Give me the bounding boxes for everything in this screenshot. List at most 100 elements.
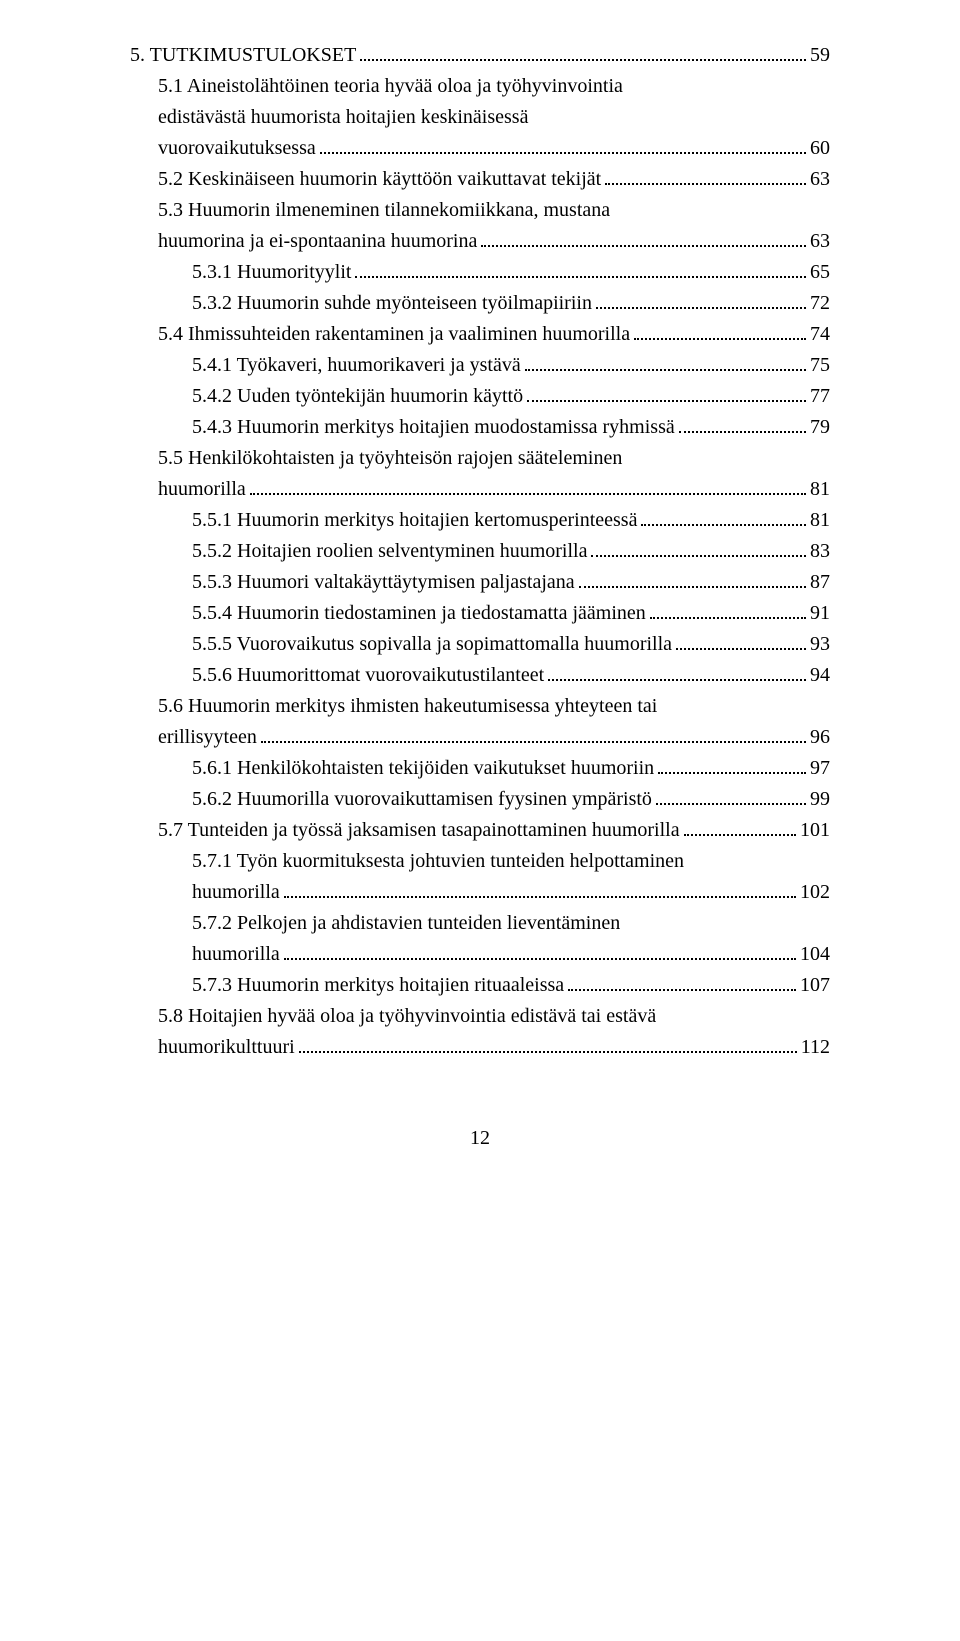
toc-leader-dots bbox=[596, 289, 806, 309]
toc-leader-dots bbox=[360, 41, 806, 61]
toc-page-number: 91 bbox=[810, 598, 830, 629]
toc-entry: 5.3.2 Huumorin suhde myönteiseen työilma… bbox=[130, 288, 830, 319]
toc-entry-text: huumorina ja ei-spontaanina huumorina bbox=[158, 226, 477, 257]
toc-entry-text: huumorikulttuuri bbox=[158, 1032, 295, 1063]
toc-entry: 5.4.1 Työkaveri, huumorikaveri ja ystävä… bbox=[130, 350, 830, 381]
toc-page-number: 99 bbox=[810, 784, 830, 815]
toc-leader-dots bbox=[481, 227, 806, 247]
toc-entry-text: 5.2 Keskinäiseen huumorin käyttöön vaiku… bbox=[158, 164, 601, 195]
toc-entry: 5.5.2 Hoitajien roolien selventyminen hu… bbox=[130, 536, 830, 567]
toc-page-number: 63 bbox=[810, 164, 830, 195]
toc-entry-continuation: huumorina ja ei-spontaanina huumorina 63 bbox=[130, 226, 830, 257]
toc-entry-text: 5.5.2 Hoitajien roolien selventyminen hu… bbox=[192, 536, 587, 567]
toc-entry: 5.6.2 Huumorilla vuorovaikuttamisen fyys… bbox=[130, 784, 830, 815]
toc-entry-text: 5. TUTKIMUSTULOKSET bbox=[130, 40, 356, 71]
toc-entry: 5. TUTKIMUSTULOKSET59 bbox=[130, 40, 830, 71]
toc-leader-dots bbox=[656, 785, 806, 805]
toc-entry-text: 5.5.4 Huumorin tiedostaminen ja tiedosta… bbox=[192, 598, 646, 629]
toc-leader-dots bbox=[284, 878, 796, 898]
toc-entry-text: 5.4.3 Huumorin merkitys hoitajien muodos… bbox=[192, 412, 675, 443]
toc-entry-continuation: erillisyyteen96 bbox=[130, 722, 830, 753]
page-number: 12 bbox=[130, 1123, 830, 1154]
toc-entry-text: 5.5.3 Huumori valtakäyttäytymisen paljas… bbox=[192, 567, 575, 598]
toc-page-number: 107 bbox=[800, 970, 830, 1001]
toc-page-number: 94 bbox=[810, 660, 830, 691]
toc-page-number: 93 bbox=[810, 629, 830, 660]
toc-entry: 5.5.6 Huumorittomat vuorovaikutustilante… bbox=[130, 660, 830, 691]
toc-entry-text: vuorovaikutuksessa bbox=[158, 133, 316, 164]
toc-entry: 5.5.5 Vuorovaikutus sopivalla ja sopimat… bbox=[130, 629, 830, 660]
toc-leader-dots bbox=[650, 599, 806, 619]
toc-entry-continuation: huumorilla 102 bbox=[130, 877, 830, 908]
toc-leader-dots bbox=[261, 723, 806, 743]
toc-entry-text: 5.4.2 Uuden työntekijän huumorin käyttö bbox=[192, 381, 523, 412]
toc-leader-dots bbox=[525, 351, 806, 371]
toc-page-number: 72 bbox=[810, 288, 830, 319]
toc-entry: 5.1 Aineistolähtöinen teoria hyvää oloa … bbox=[130, 71, 830, 102]
toc-leader-dots bbox=[658, 754, 806, 774]
toc-leader-dots bbox=[527, 382, 806, 402]
toc-entry-text: 5.4.1 Työkaveri, huumorikaveri ja ystävä bbox=[192, 350, 521, 381]
toc-page-number: 63 bbox=[810, 226, 830, 257]
toc-page-number: 97 bbox=[810, 753, 830, 784]
toc-entry-text: huumorilla bbox=[158, 474, 246, 505]
toc-leader-dots bbox=[641, 506, 806, 526]
toc-leader-dots bbox=[591, 537, 806, 557]
toc-page-number: 81 bbox=[810, 474, 830, 505]
table-of-contents: 5. TUTKIMUSTULOKSET595.1 Aineistolähtöin… bbox=[130, 40, 830, 1063]
toc-entry: 5.6.1 Henkilökohtaisten tekijöiden vaiku… bbox=[130, 753, 830, 784]
toc-page-number: 102 bbox=[800, 877, 830, 908]
toc-page-number: 79 bbox=[810, 412, 830, 443]
toc-entry: 5.6 Huumorin merkitys ihmisten hakeutumi… bbox=[130, 691, 830, 722]
toc-entry: 5.7 Tunteiden ja työssä jaksamisen tasap… bbox=[130, 815, 830, 846]
toc-entry-text: 5.3.2 Huumorin suhde myönteiseen työilma… bbox=[192, 288, 592, 319]
toc-leader-dots bbox=[250, 475, 806, 495]
toc-page-number: 60 bbox=[810, 133, 830, 164]
toc-entry: 5.3.1 Huumorityylit 65 bbox=[130, 257, 830, 288]
toc-page-number: 104 bbox=[800, 939, 830, 970]
toc-entry-text: huumorilla bbox=[192, 939, 280, 970]
toc-entry-text: 5.5.6 Huumorittomat vuorovaikutustilante… bbox=[192, 660, 544, 691]
toc-page-number: 65 bbox=[810, 257, 830, 288]
toc-page-number: 75 bbox=[810, 350, 830, 381]
toc-page-number: 74 bbox=[810, 319, 830, 350]
toc-leader-dots bbox=[568, 971, 796, 991]
toc-page-number: 87 bbox=[810, 567, 830, 598]
toc-entry-text: 5.5 Henkilökohtaisten ja työyhteisön raj… bbox=[158, 443, 622, 474]
toc-entry: 5.4.2 Uuden työntekijän huumorin käyttö 7… bbox=[130, 381, 830, 412]
toc-page-number: 81 bbox=[810, 505, 830, 536]
toc-entry: 5.7.2 Pelkojen ja ahdistavien tunteiden … bbox=[130, 908, 830, 939]
toc-entry-text: 5.6.2 Huumorilla vuorovaikuttamisen fyys… bbox=[192, 784, 652, 815]
toc-page-number: 77 bbox=[810, 381, 830, 412]
toc-leader-dots bbox=[548, 661, 806, 681]
toc-page-number: 83 bbox=[810, 536, 830, 567]
toc-entry: 5.4 Ihmissuhteiden rakentaminen ja vaali… bbox=[130, 319, 830, 350]
toc-entry-text: huumorilla bbox=[192, 877, 280, 908]
toc-entry-continuation: edistävästä huumorista hoitajien keskinä… bbox=[130, 102, 830, 133]
toc-entry: 5.8 Hoitajien hyvää oloa ja työhyvinvoin… bbox=[130, 1001, 830, 1032]
toc-entry: 5.2 Keskinäiseen huumorin käyttöön vaiku… bbox=[130, 164, 830, 195]
toc-entry-text: 5.5.5 Vuorovaikutus sopivalla ja sopimat… bbox=[192, 629, 672, 660]
toc-entry: 5.7.3 Huumorin merkitys hoitajien rituaa… bbox=[130, 970, 830, 1001]
toc-entry: 5.5.3 Huumori valtakäyttäytymisen paljas… bbox=[130, 567, 830, 598]
toc-entry-text: 5.7 Tunteiden ja työssä jaksamisen tasap… bbox=[158, 815, 680, 846]
toc-page-number: 96 bbox=[810, 722, 830, 753]
toc-leader-dots bbox=[676, 630, 806, 650]
toc-entry-continuation: huumorikulttuuri112 bbox=[130, 1032, 830, 1063]
toc-page-number: 101 bbox=[800, 815, 830, 846]
toc-entry-text: 5.4 Ihmissuhteiden rakentaminen ja vaali… bbox=[158, 319, 630, 350]
toc-leader-dots bbox=[684, 816, 796, 836]
toc-entry-text: 5.6.1 Henkilökohtaisten tekijöiden vaiku… bbox=[192, 753, 654, 784]
toc-leader-dots bbox=[679, 413, 806, 433]
toc-leader-dots bbox=[634, 320, 806, 340]
toc-leader-dots bbox=[605, 165, 806, 185]
toc-entry: 5.7.1 Työn kuormituksesta johtuvien tunt… bbox=[130, 846, 830, 877]
toc-entry: 5.5.1 Huumorin merkitys hoitajien kertom… bbox=[130, 505, 830, 536]
toc-leader-dots bbox=[355, 258, 806, 278]
toc-entry-text: 5.3.1 Huumorityylit bbox=[192, 257, 351, 288]
toc-entry-text: 5.8 Hoitajien hyvää oloa ja työhyvinvoin… bbox=[158, 1001, 656, 1032]
toc-entry-continuation: huumorilla 81 bbox=[130, 474, 830, 505]
toc-leader-dots bbox=[299, 1033, 797, 1053]
toc-page: 5. TUTKIMUSTULOKSET595.1 Aineistolähtöin… bbox=[0, 0, 960, 1194]
toc-entry-text: 5.7.1 Työn kuormituksesta johtuvien tunt… bbox=[192, 846, 684, 877]
